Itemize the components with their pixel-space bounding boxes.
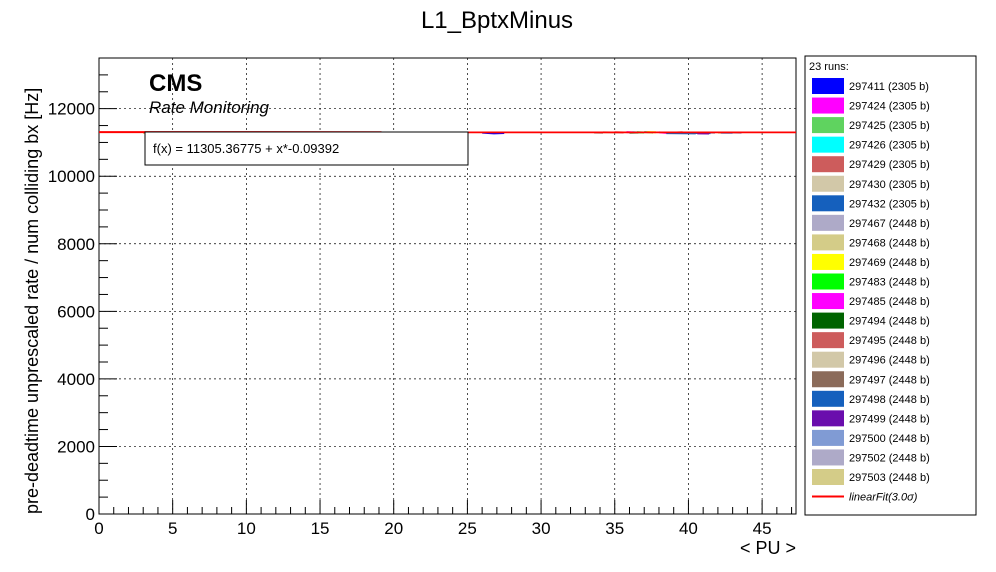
chart-title: L1_BptxMinus — [421, 7, 573, 34]
legend-label: 297469 (2448 b) — [849, 257, 930, 269]
legend-swatch — [812, 312, 844, 329]
y-tick-label: 4000 — [57, 370, 95, 389]
legend-label: 297424 (2305 b) — [849, 101, 930, 113]
legend-label: 297429 (2305 b) — [849, 159, 930, 171]
legend-swatch — [812, 371, 844, 388]
y-tick-label: 0 — [86, 505, 95, 524]
legend-swatch — [812, 195, 844, 212]
plot-frame — [98, 57, 797, 515]
legend-swatch — [812, 469, 844, 485]
legend-label: 297430 (2305 b) — [849, 179, 930, 191]
legend-label: 297495 (2448 b) — [849, 335, 930, 347]
legend-label: 297432 (2305 b) — [849, 198, 930, 210]
legend-swatch — [812, 97, 844, 114]
x-tick-label: 25 — [458, 519, 477, 538]
x-tick-label: 35 — [605, 519, 624, 538]
legend-label: 297425 (2305 b) — [849, 120, 930, 132]
legend-swatch — [812, 449, 844, 466]
legend-entries: 297411 (2305 b) 297424 (2305 b) 297425 (23… — [812, 78, 930, 504]
x-tick-label: 15 — [311, 519, 330, 538]
legend-label: 297483 (2448 b) — [849, 277, 930, 289]
legend-swatch — [812, 136, 844, 153]
legend-swatch — [812, 253, 844, 270]
y-tick-label: 12000 — [48, 100, 95, 119]
legend-swatch — [812, 390, 844, 407]
legend-label: 297468 (2448 b) — [849, 237, 930, 249]
x-tick-label: 20 — [384, 519, 403, 538]
rate-monitoring-label: Rate Monitoring — [149, 98, 270, 117]
legend-swatch — [812, 117, 844, 134]
legend-swatch — [812, 293, 844, 310]
x-axis-ticks: 0 5 10 15 20 25 30 35 40 45 — [94, 500, 793, 538]
legend-label: 297467 (2448 b) — [849, 218, 930, 230]
legend-label: 297494 (2448 b) — [849, 316, 930, 328]
legend-label: 297503 (2448 b) — [849, 472, 930, 484]
y-axis-label: pre-deadtime unprescaled rate / num coll… — [22, 88, 42, 514]
legend-label: 297497 (2448 b) — [849, 374, 930, 386]
legend-label: 297498 (2448 b) — [849, 394, 930, 406]
legend-swatch — [812, 234, 844, 251]
legend-fit-label: linearFit(3.0σ) — [849, 492, 918, 504]
fit-box-text: f(x) = 11305.36775 + x*-0.09392 — [153, 141, 339, 156]
x-tick-label: 40 — [679, 519, 698, 538]
y-axis-ticks: 0 2000 4000 6000 8000 10000 12000 — [48, 57, 117, 524]
y-tick-label: 8000 — [57, 235, 95, 254]
legend-header: 23 runs: — [809, 61, 849, 73]
legend-swatch — [812, 410, 844, 427]
legend-label: 297496 (2448 b) — [849, 355, 930, 367]
legend-swatch — [812, 429, 844, 446]
x-tick-label: 5 — [168, 519, 177, 538]
legend-swatch — [812, 332, 844, 349]
legend-label: 297426 (2305 b) — [849, 140, 930, 152]
y-tick-label: 6000 — [57, 302, 95, 321]
legend-swatch — [812, 78, 844, 94]
legend-label: 297502 (2448 b) — [849, 452, 930, 464]
x-tick-label: 30 — [532, 519, 551, 538]
fit-box — [144, 131, 469, 166]
x-tick-label: 10 — [237, 519, 256, 538]
legend-swatch — [812, 273, 844, 290]
legend-label: 297500 (2448 b) — [849, 433, 930, 445]
legend-swatch — [812, 175, 844, 192]
x-tick-label: 0 — [94, 519, 103, 538]
cms-label: CMS — [149, 70, 202, 97]
legend-swatch — [812, 156, 844, 173]
legend-swatch — [812, 214, 844, 231]
y-tick-label: 2000 — [57, 437, 95, 456]
x-tick-label: 45 — [753, 519, 772, 538]
legend-label: 297411 (2305 b) — [849, 81, 929, 93]
legend-label: 297485 (2448 b) — [849, 296, 930, 308]
legend-label: 297499 (2448 b) — [849, 413, 930, 425]
y-tick-label: 10000 — [48, 167, 95, 186]
legend-swatch — [812, 351, 844, 368]
x-axis-label: < PU > — [740, 538, 796, 558]
